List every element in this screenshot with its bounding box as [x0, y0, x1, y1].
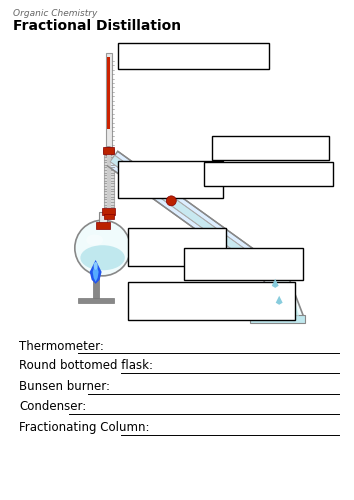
Text: Round bottomed flask:: Round bottomed flask: — [19, 360, 153, 372]
Polygon shape — [93, 262, 99, 282]
Bar — [250, 314, 305, 322]
Ellipse shape — [86, 234, 103, 246]
Bar — [184, 248, 303, 280]
Polygon shape — [272, 279, 279, 288]
Text: Bunsen burner:: Bunsen burner: — [19, 380, 110, 394]
Bar — [105, 53, 112, 148]
Text: Fractional Distillation: Fractional Distillation — [13, 20, 181, 34]
Ellipse shape — [94, 262, 98, 270]
Text: Thermometer:: Thermometer: — [19, 340, 104, 352]
Bar — [104, 148, 114, 210]
Bar — [204, 162, 333, 186]
Bar — [107, 57, 110, 128]
Bar — [107, 148, 110, 210]
Bar — [119, 160, 223, 198]
Bar — [96, 222, 109, 229]
Polygon shape — [110, 156, 270, 273]
Text: Fractionating Column:: Fractionating Column: — [19, 421, 150, 434]
Circle shape — [166, 196, 176, 206]
Bar — [104, 214, 114, 219]
Polygon shape — [255, 293, 299, 316]
Bar — [102, 208, 115, 215]
Text: Condenser:: Condenser: — [19, 400, 86, 413]
Bar — [93, 272, 99, 297]
Text: Organic Chemistry: Organic Chemistry — [13, 10, 98, 18]
Bar — [103, 146, 114, 154]
Polygon shape — [90, 260, 102, 284]
Bar — [212, 136, 329, 160]
Bar — [119, 43, 269, 69]
Circle shape — [104, 146, 114, 156]
Bar — [129, 228, 225, 266]
Polygon shape — [250, 258, 304, 318]
Polygon shape — [107, 151, 273, 277]
Circle shape — [75, 220, 130, 276]
Bar — [129, 282, 295, 320]
Polygon shape — [276, 296, 282, 305]
Ellipse shape — [80, 245, 125, 270]
Bar — [99, 212, 107, 224]
Bar — [78, 298, 114, 302]
